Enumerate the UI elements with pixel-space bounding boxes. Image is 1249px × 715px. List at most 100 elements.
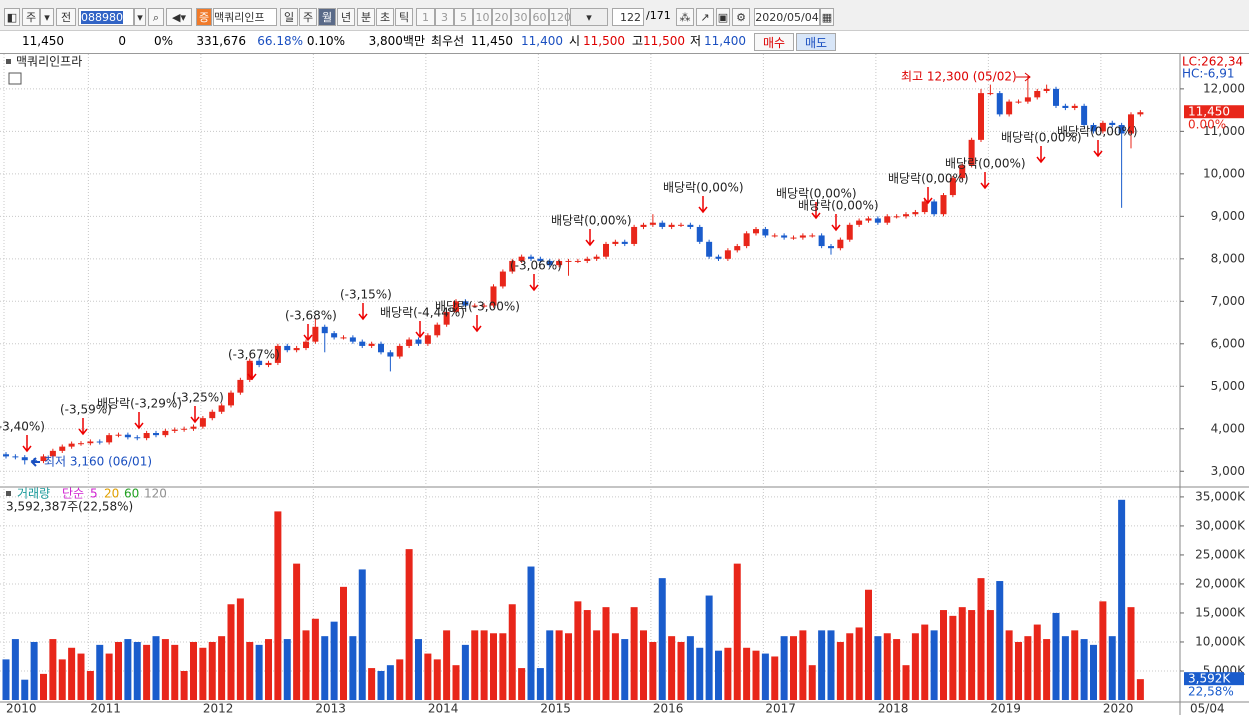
candle-body — [499, 271, 506, 287]
tool[interactable]: ⁂ — [676, 8, 694, 26]
volume-bar — [536, 668, 544, 700]
period-button[interactable]: 주 — [299, 8, 317, 26]
candle-body — [321, 326, 328, 334]
dropdown[interactable]: ▾ — [570, 8, 608, 26]
sound[interactable]: ◀▾ — [166, 8, 192, 26]
candle-body — [949, 178, 956, 196]
volume-bar — [611, 633, 619, 700]
volume-bar — [499, 633, 507, 700]
settings[interactable]: ⚙ — [732, 8, 750, 26]
y-tick-label: 3,000 — [1211, 464, 1245, 478]
annotation-arrow — [472, 315, 482, 333]
interval-button[interactable]: 3 — [435, 8, 454, 26]
candle-body — [246, 360, 253, 380]
volume-bar — [161, 639, 169, 700]
interval-button[interactable]: 1 — [416, 8, 435, 26]
volume-bar — [30, 641, 38, 700]
candle-body — [1024, 97, 1031, 102]
volume-bar — [1080, 639, 1088, 700]
candle-body — [453, 301, 459, 312]
interval-button[interactable]: 60 — [530, 8, 549, 26]
interval-button[interactable]: 20 — [492, 8, 511, 26]
interval-button[interactable]: 10 — [473, 8, 492, 26]
annotation-arrow — [1093, 140, 1103, 158]
y-tick-label: 10,000K — [1195, 634, 1246, 648]
date[interactable]: 2020/05/04 — [754, 8, 820, 26]
candle-body — [640, 224, 647, 227]
code-input[interactable]: 088980 — [78, 8, 134, 26]
volume-bar — [818, 630, 826, 700]
volume-bar — [827, 630, 835, 700]
volume-bar — [555, 630, 563, 700]
x-tick-label: 2016 — [653, 702, 684, 715]
volume-bar — [518, 668, 526, 700]
candle-body — [846, 224, 853, 240]
period-button[interactable]: 분 — [357, 8, 375, 26]
candle-body — [1081, 105, 1088, 125]
dropdown[interactable]: ▾ — [134, 8, 146, 26]
volume-bar — [321, 636, 329, 700]
candle-body — [612, 241, 619, 244]
period-button[interactable]: 월 — [318, 8, 336, 26]
x-tick-label: 2020 — [1103, 702, 1134, 715]
annotation-arrow — [831, 214, 841, 232]
candle-body — [124, 434, 131, 438]
y-tick-label: 4,000 — [1211, 421, 1245, 435]
volume-bar — [1015, 641, 1022, 700]
volume-bar — [1099, 601, 1107, 700]
volume-bar — [452, 665, 460, 700]
calendar[interactable]: ▦ — [820, 8, 834, 26]
volume-bar — [686, 636, 694, 700]
volume-bar — [199, 647, 207, 700]
search[interactable]: ⌕ — [148, 8, 164, 26]
candle-body — [462, 301, 469, 306]
x-tick-label: 2017 — [765, 702, 796, 715]
prev-button[interactable]: 전 — [56, 8, 76, 26]
interval-button[interactable]: 120 — [549, 8, 571, 26]
period-button[interactable]: 년 — [337, 8, 355, 26]
candle-body — [959, 165, 966, 179]
annotation-arrow — [22, 435, 32, 453]
volume-bar — [265, 639, 272, 700]
volume-bar — [1043, 639, 1051, 700]
candle-body — [490, 286, 497, 306]
volume-bar — [218, 636, 226, 700]
badge: 증 — [196, 8, 212, 26]
volume-bar — [836, 641, 844, 700]
volume-bar — [11, 639, 19, 700]
volume-bar — [293, 563, 301, 700]
candle-body — [921, 201, 928, 213]
count[interactable]: 122 — [612, 8, 644, 26]
buy-button[interactable]: 매수 — [754, 33, 794, 51]
annotation: (-3,15%) — [340, 288, 392, 302]
period-button[interactable]: 일 — [280, 8, 298, 26]
interval-button[interactable]: 30 — [511, 8, 530, 26]
period-button[interactable]: 초 — [376, 8, 394, 26]
volume-bar — [968, 610, 976, 700]
volume-bar — [696, 647, 704, 700]
candle-body — [546, 260, 553, 266]
interval-button[interactable]: 5 — [454, 8, 473, 26]
period-button[interactable]: 틱 — [395, 8, 413, 26]
sell-button[interactable]: 매도 — [796, 33, 836, 51]
volume-bar — [143, 644, 151, 700]
icon[interactable]: ◧ — [4, 8, 20, 26]
y-tick-label: 8,000 — [1211, 251, 1245, 265]
tool[interactable]: ↗ — [696, 8, 714, 26]
annotation-arrow — [529, 274, 539, 292]
quote-field: 11,500 — [643, 34, 685, 48]
volume-bar — [677, 641, 685, 700]
volume-bar — [527, 566, 535, 700]
volume-bar — [1061, 636, 1069, 700]
volume-bar — [593, 630, 601, 700]
x-tick-label: 2012 — [203, 702, 234, 715]
candle-body — [1053, 88, 1059, 106]
volume-bar — [115, 641, 122, 700]
candle-body — [303, 341, 309, 349]
save[interactable]: ▣ — [716, 8, 730, 26]
dropdown[interactable]: ▾ — [40, 8, 54, 26]
volume-bar — [96, 644, 104, 700]
volume-bar — [799, 630, 807, 700]
candle-body — [40, 456, 47, 462]
market-select[interactable]: 주 — [22, 8, 40, 26]
